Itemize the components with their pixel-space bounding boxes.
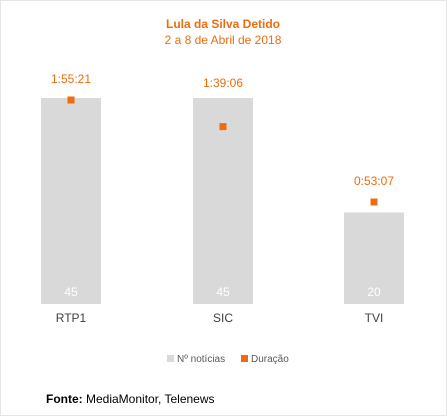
legend-label-noticias: Nº notícias (177, 354, 225, 365)
source-label: Fonte: (46, 392, 83, 406)
legend: Nº notícias Duração (167, 354, 289, 365)
source-note: Fonte: MediaMonitor, Telenews (46, 392, 215, 406)
markers-layer: 1:55:21 1:39:06 0:53:07 (51, 72, 394, 206)
duration-label-tvi: 0:53:07 (354, 174, 394, 188)
chart-title: Lula da Silva Detido (166, 17, 280, 31)
chart-subtitle: 2 a 8 de Abril de 2018 (165, 33, 282, 47)
duration-marker-rtp1 (67, 96, 75, 104)
bar-tvi (344, 212, 404, 304)
category-label-sic: SIC (213, 311, 233, 325)
duration-marker-tvi (370, 198, 378, 206)
bars-layer: 45 RTP1 45 SIC 20 TVI (41, 98, 404, 325)
category-label-rtp1: RTP1 (56, 311, 87, 325)
bar-value-label-rtp1: 45 (64, 285, 78, 299)
category-label-tvi: TVI (365, 311, 384, 325)
legend-swatch-duracao (241, 355, 248, 362)
duration-label-sic: 1:39:06 (203, 76, 243, 90)
bar-sic (193, 98, 253, 304)
duration-label-rtp1: 1:55:21 (51, 72, 91, 86)
legend-label-duracao: Duração (251, 354, 289, 365)
legend-swatch-noticias (167, 355, 174, 362)
bar-value-label-tvi: 20 (367, 285, 381, 299)
bar-rtp1 (41, 98, 101, 304)
source-text: MediaMonitor, Telenews (86, 392, 215, 406)
bar-value-label-sic: 45 (216, 285, 230, 299)
duration-marker-sic (219, 123, 227, 131)
